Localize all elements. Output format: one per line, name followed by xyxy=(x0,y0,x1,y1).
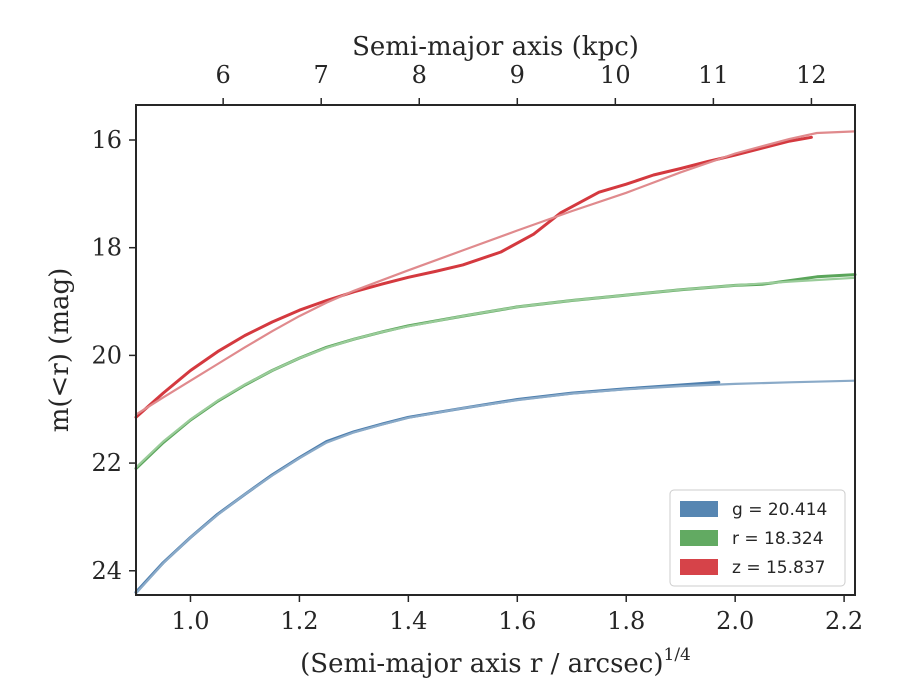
y-tick-label-2: 20 xyxy=(91,341,122,369)
y-tick-label-4: 24 xyxy=(91,557,122,585)
x-tick-label-0: 1.0 xyxy=(171,607,209,635)
legend-swatch-0 xyxy=(680,501,718,517)
x-axis-title-superscript: 1/4 xyxy=(664,645,691,665)
top-x-tick-label-1: 7 xyxy=(314,61,329,89)
x-tick-label-4: 1.8 xyxy=(607,607,645,635)
x-tick-label-5: 2.0 xyxy=(716,607,754,635)
x-tick-label-3: 1.6 xyxy=(498,607,536,635)
y-tick-label-1: 18 xyxy=(91,234,122,262)
legend-swatch-2 xyxy=(680,559,718,575)
y-axis-title: m(<r) (mag) xyxy=(45,268,75,433)
top-x-tick-label-0: 6 xyxy=(216,61,231,89)
x-axis-title: (Semi-major axis r / arcsec)1/4 xyxy=(300,645,691,679)
series-layer xyxy=(134,130,857,595)
ticks-layer: 1.0 1.2 1.4 1.6 1.8 2.0 2.2 16 18 20 22 24 6 7 8 9 10 11 1… xyxy=(91,61,863,635)
top-x-tick-label-5: 11 xyxy=(698,61,729,89)
top-axis-title: Semi-major axis (kpc) xyxy=(352,32,639,62)
top-x-tick-label-3: 9 xyxy=(510,61,525,89)
top-x-tick-label-4: 10 xyxy=(600,61,631,89)
legend: g = 20.414 r = 18.324 z = 15.837 xyxy=(669,489,846,587)
y-tick-label-3: 22 xyxy=(91,449,122,477)
x-tick-label-6: 2.2 xyxy=(825,607,863,635)
series-line-4-data xyxy=(134,135,813,419)
series-line-3-model xyxy=(134,276,857,469)
y-tick-label-0: 16 xyxy=(91,126,122,154)
top-x-tick-label-2: 8 xyxy=(412,61,427,89)
series-line-5-model xyxy=(134,130,857,416)
top-x-tick-label-6: 12 xyxy=(796,61,827,89)
legend-swatch-1 xyxy=(680,530,718,546)
plot-frame xyxy=(135,104,856,596)
x-axis-title-main: (Semi-major axis r / arcsec) xyxy=(300,649,663,679)
legend-label-2: z = 15.837 xyxy=(732,558,825,578)
legend-label-1: r = 18.324 xyxy=(732,529,824,549)
x-tick-label-2: 1.4 xyxy=(389,607,427,635)
series-line-1-model xyxy=(134,379,857,595)
series-line-2-data xyxy=(134,273,857,470)
legend-label-0: g = 20.414 xyxy=(732,500,827,520)
x-tick-label-1: 1.2 xyxy=(280,607,318,635)
legend-items: g = 20.414 r = 18.324 z = 15.837 xyxy=(680,500,827,578)
